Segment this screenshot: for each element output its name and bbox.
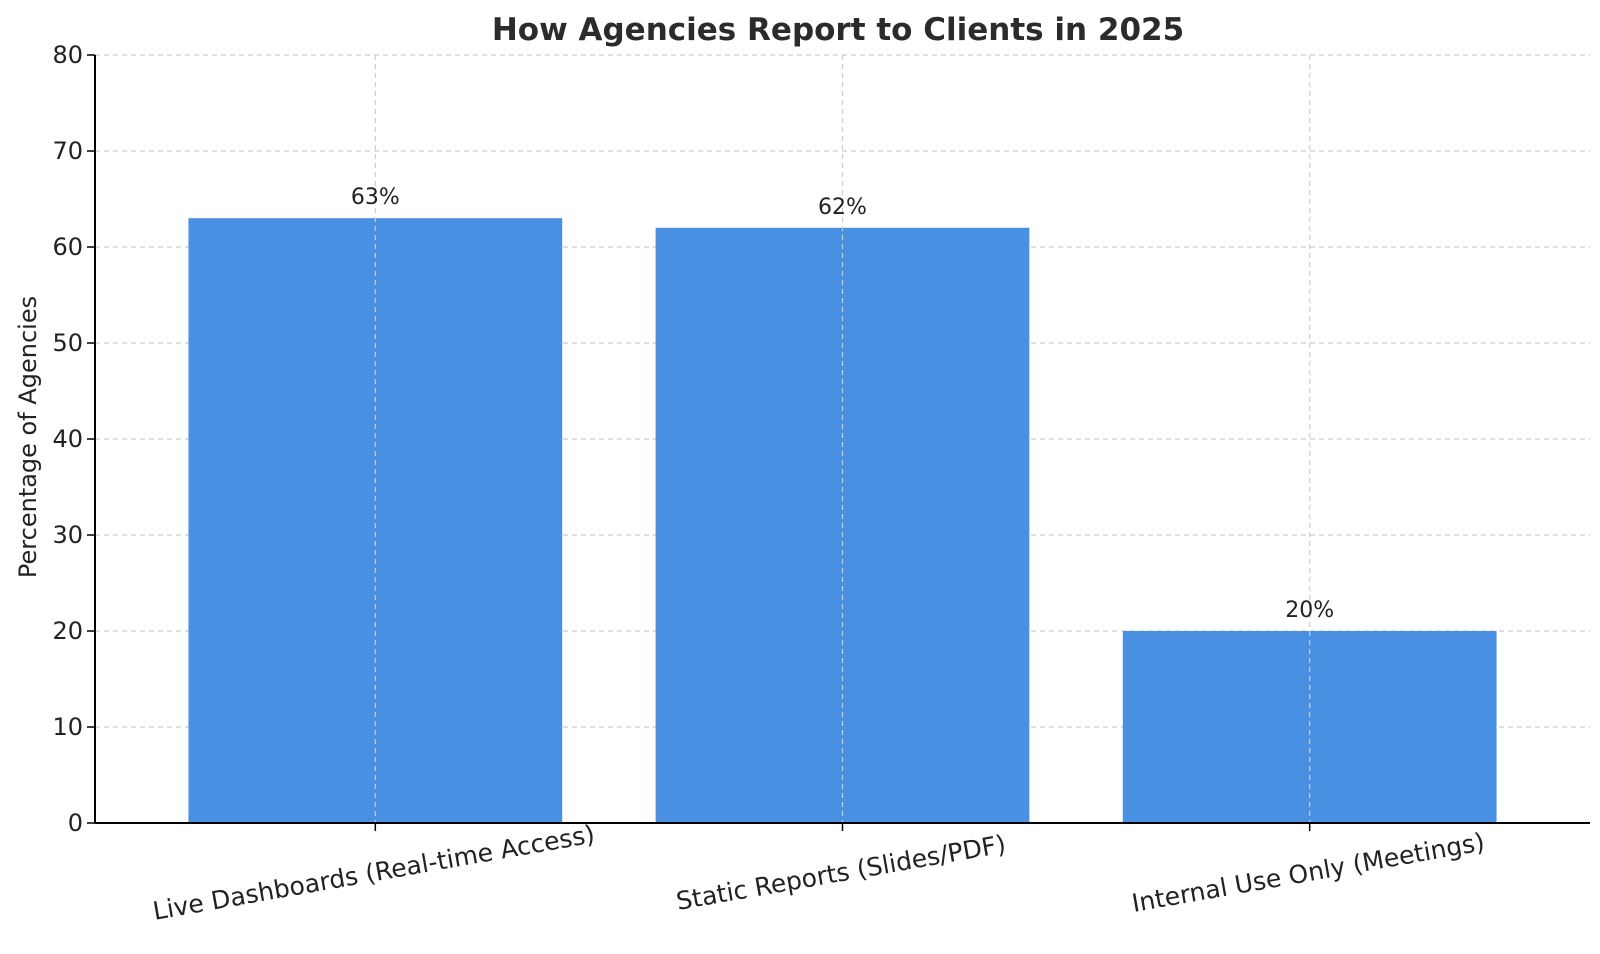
y-tick-label: 80 bbox=[52, 41, 83, 69]
x-tick-label: Static Reports (Slides/PDF) bbox=[674, 829, 1008, 916]
y-tick-label: 40 bbox=[52, 425, 83, 453]
x-tick-label: Live Dashboards (Real-time Access) bbox=[151, 819, 597, 925]
data-label: 20% bbox=[1285, 598, 1334, 623]
y-axis-label: Percentage of Agencies bbox=[14, 296, 42, 578]
x-tick-label: Internal Use Only (Meetings) bbox=[1130, 827, 1487, 918]
y-tick-label: 70 bbox=[52, 137, 83, 165]
y-tick-label: 0 bbox=[68, 809, 83, 837]
chart-title: How Agencies Report to Clients in 2025 bbox=[492, 12, 1184, 48]
y-tick-label: 60 bbox=[52, 233, 83, 261]
y-tick-label: 20 bbox=[52, 617, 83, 645]
y-tick-label: 30 bbox=[52, 521, 83, 549]
y-tick-label: 10 bbox=[52, 713, 83, 741]
axes bbox=[87, 54, 1590, 831]
y-tick-label: 50 bbox=[52, 329, 83, 357]
data-label: 63% bbox=[351, 185, 400, 210]
vertical-grid-lines bbox=[374, 55, 1311, 823]
data-label: 62% bbox=[818, 195, 867, 220]
